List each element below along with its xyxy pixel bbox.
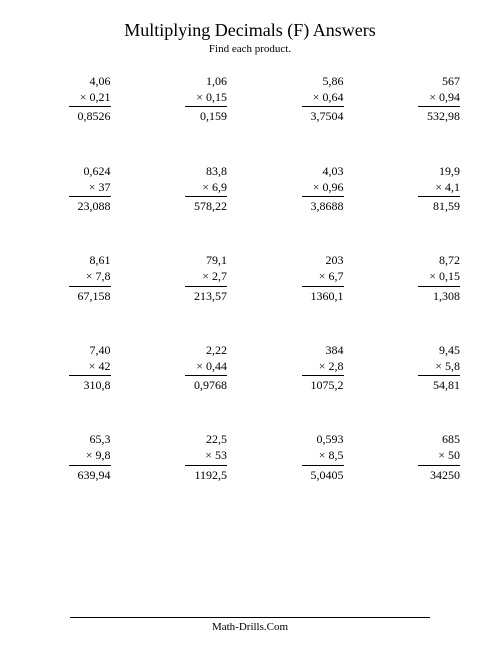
page-title: Multiplying Decimals (F) Answers	[28, 20, 472, 41]
answer: 1360,1	[311, 287, 344, 304]
operand-1: 83,8	[206, 163, 227, 179]
answer: 578,22	[194, 197, 227, 214]
answer: 54,81	[433, 376, 460, 393]
operand-1: 19,9	[439, 163, 460, 179]
problem: 7,40× 42310,8	[28, 342, 123, 394]
problem: 4,03× 0,963,8688	[261, 163, 356, 215]
answer: 5,0405	[311, 466, 344, 483]
problem: 2,22× 0,440,9768	[145, 342, 240, 394]
problem: 384× 2,81075,2	[261, 342, 356, 394]
problem: 22,5× 531192,5	[145, 431, 240, 483]
operand-1: 5,86	[323, 73, 344, 89]
operand-2: × 0,64	[302, 89, 344, 107]
problem: 83,8× 6,9578,22	[145, 163, 240, 215]
operand-2: × 37	[69, 179, 111, 197]
problem: 19,9× 4,181,59	[378, 163, 473, 215]
operand-2: × 0,94	[418, 89, 460, 107]
problem: 9,45× 5,854,81	[378, 342, 473, 394]
operand-1: 22,5	[206, 431, 227, 447]
operand-1: 0,624	[84, 163, 111, 179]
operand-2: × 5,8	[418, 358, 460, 376]
operand-1: 65,3	[90, 431, 111, 447]
answer: 213,57	[194, 287, 227, 304]
operand-2: × 53	[185, 447, 227, 465]
answer: 34250	[430, 466, 460, 483]
answer: 1,308	[433, 287, 460, 304]
footer-rule	[70, 617, 430, 618]
operand-1: 2,22	[206, 342, 227, 358]
answer: 1192,5	[194, 466, 227, 483]
operand-2: × 0,21	[69, 89, 111, 107]
answer: 0,8526	[78, 107, 111, 124]
problem: 567× 0,94532,98	[378, 73, 473, 125]
operand-1: 384	[326, 342, 344, 358]
operand-1: 1,06	[206, 73, 227, 89]
problem-grid: 4,06× 0,210,85261,06× 0,150,1595,86× 0,6…	[28, 73, 472, 483]
problem: 4,06× 0,210,8526	[28, 73, 123, 125]
answer: 0,9768	[194, 376, 227, 393]
problem: 79,1× 2,7213,57	[145, 252, 240, 304]
answer: 310,8	[84, 376, 111, 393]
problem: 685× 5034250	[378, 431, 473, 483]
footer-text: Math-Drills.Com	[212, 621, 288, 633]
operand-1: 9,45	[439, 342, 460, 358]
answer: 3,8688	[311, 197, 344, 214]
answer: 639,94	[78, 466, 111, 483]
operand-2: × 6,9	[185, 179, 227, 197]
problem: 8,72× 0,151,308	[378, 252, 473, 304]
operand-1: 8,61	[90, 252, 111, 268]
operand-2: × 42	[69, 358, 111, 376]
operand-2: × 0,44	[185, 358, 227, 376]
operand-2: × 7,8	[69, 268, 111, 286]
operand-2: × 0,15	[418, 268, 460, 286]
operand-2: × 4,1	[418, 179, 460, 197]
operand-2: × 9,8	[69, 447, 111, 465]
operand-1: 8,72	[439, 252, 460, 268]
problem: 65,3× 9,8639,94	[28, 431, 123, 483]
answer: 81,59	[433, 197, 460, 214]
problem: 203× 6,71360,1	[261, 252, 356, 304]
answer: 3,7504	[311, 107, 344, 124]
operand-2: × 50	[418, 447, 460, 465]
problem: 1,06× 0,150,159	[145, 73, 240, 125]
operand-2: × 2,8	[302, 358, 344, 376]
problem: 8,61× 7,867,158	[28, 252, 123, 304]
operand-1: 685	[442, 431, 460, 447]
page-subtitle: Find each product.	[28, 43, 472, 55]
operand-1: 4,03	[323, 163, 344, 179]
operand-2: × 8,5	[302, 447, 344, 465]
operand-1: 203	[326, 252, 344, 268]
problem: 0,593× 8,55,0405	[261, 431, 356, 483]
operand-1: 79,1	[206, 252, 227, 268]
answer: 532,98	[427, 107, 460, 124]
operand-1: 4,06	[90, 73, 111, 89]
answer: 67,158	[78, 287, 111, 304]
answer: 0,159	[200, 107, 227, 124]
operand-2: × 0,15	[185, 89, 227, 107]
operand-2: × 0,96	[302, 179, 344, 197]
operand-1: 7,40	[90, 342, 111, 358]
operand-2: × 6,7	[302, 268, 344, 286]
problem: 0,624× 3723,088	[28, 163, 123, 215]
operand-1: 0,593	[317, 431, 344, 447]
answer: 23,088	[78, 197, 111, 214]
problem: 5,86× 0,643,7504	[261, 73, 356, 125]
answer: 1075,2	[311, 376, 344, 393]
operand-2: × 2,7	[185, 268, 227, 286]
operand-1: 567	[442, 73, 460, 89]
page-footer: Math-Drills.Com	[0, 617, 500, 633]
